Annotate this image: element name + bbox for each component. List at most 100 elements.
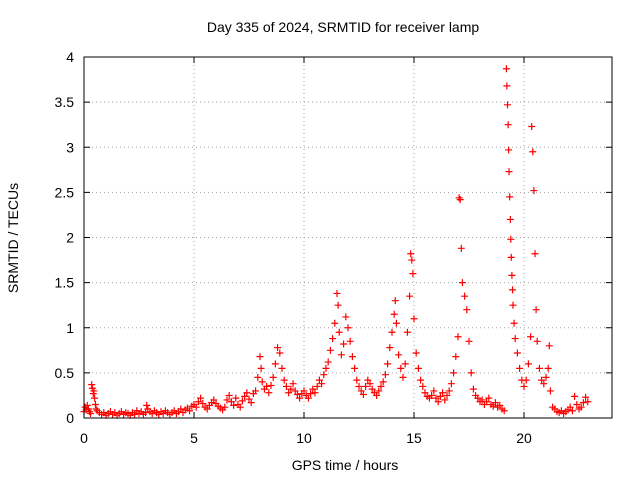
data-point <box>529 148 537 156</box>
data-point <box>300 387 308 395</box>
data-point <box>203 405 211 413</box>
x-tick-label: 20 <box>516 430 532 446</box>
y-tick-label: 4 <box>66 49 74 65</box>
data-point <box>432 394 440 402</box>
data-point <box>505 168 513 176</box>
y-tick-label: 3.5 <box>55 94 75 110</box>
data-point <box>276 349 284 357</box>
data-point <box>269 373 277 381</box>
data-point <box>340 340 348 348</box>
data-point <box>381 371 389 379</box>
data-point <box>289 380 297 388</box>
x-tick-label: 15 <box>406 430 422 446</box>
data-point <box>351 364 359 372</box>
data-point <box>582 393 590 401</box>
data-point <box>265 389 273 397</box>
data-point <box>355 382 363 390</box>
y-tick-label: 0.5 <box>55 365 75 381</box>
data-point <box>326 346 334 354</box>
data-point <box>399 373 407 381</box>
data-point <box>322 364 330 372</box>
data-point <box>366 380 374 388</box>
data-point <box>544 364 552 372</box>
data-point <box>390 310 398 318</box>
data-point <box>334 301 342 309</box>
data-point <box>318 380 326 388</box>
data-point <box>506 193 514 201</box>
data-point <box>441 396 449 404</box>
data-point <box>474 394 482 402</box>
data-point <box>83 401 91 409</box>
data-point <box>91 400 99 408</box>
data-point <box>257 364 265 372</box>
data-point <box>577 403 585 411</box>
data-point <box>439 389 447 397</box>
data-point <box>571 392 579 400</box>
data-point <box>243 389 251 397</box>
data-point <box>337 351 345 359</box>
data-point <box>454 333 462 341</box>
y-tick-label: 1.5 <box>55 275 75 291</box>
data-point <box>467 369 475 377</box>
data-point <box>504 121 512 129</box>
data-point <box>511 335 519 343</box>
data-point <box>545 342 553 350</box>
data-point <box>458 279 466 287</box>
data-point <box>507 235 515 243</box>
data-point <box>450 369 458 377</box>
data-point <box>434 398 442 406</box>
data-point <box>584 398 592 406</box>
data-point <box>447 380 455 388</box>
grid-layer <box>84 57 612 418</box>
data-point <box>223 396 231 404</box>
data-point <box>535 364 543 372</box>
data-point <box>278 364 286 372</box>
data-point <box>304 394 312 402</box>
data-point <box>254 373 262 381</box>
data-point <box>409 270 417 278</box>
data-point <box>353 376 361 384</box>
data-point <box>531 250 539 258</box>
data-point <box>504 101 511 109</box>
data-point <box>375 387 383 395</box>
data-point <box>489 402 497 410</box>
tick-labels: 0 5 10 15 20 0 0.5 1 1.5 2 2.5 3 3.5 4 <box>55 49 532 446</box>
data-point <box>465 337 473 345</box>
data-point <box>90 387 98 395</box>
data-point <box>412 349 420 357</box>
data-point <box>263 382 271 390</box>
data-point <box>443 391 451 399</box>
data-point <box>241 392 249 400</box>
data-point <box>143 401 151 409</box>
data-point <box>414 364 422 372</box>
data-point <box>293 391 301 399</box>
data-point <box>362 382 370 390</box>
data-point <box>522 376 530 384</box>
data-point <box>364 376 372 384</box>
data-point <box>505 146 513 154</box>
data-point <box>368 385 376 393</box>
data-point <box>177 405 185 413</box>
data-point <box>457 244 465 252</box>
data-point <box>386 344 394 352</box>
data-point <box>419 382 427 390</box>
data-point <box>335 328 343 336</box>
data-point <box>530 187 538 195</box>
data-point <box>445 387 453 395</box>
data-point <box>579 399 587 407</box>
data-point <box>199 400 207 408</box>
data-point <box>500 407 508 415</box>
data-point <box>91 394 99 402</box>
data-point <box>392 319 400 327</box>
data-point <box>463 306 471 314</box>
data-point <box>342 313 350 321</box>
data-point <box>533 337 541 345</box>
data-point <box>280 376 288 384</box>
data-point <box>87 409 95 417</box>
data-point <box>573 400 581 408</box>
data-point <box>417 376 425 384</box>
data-point <box>92 405 100 413</box>
data-point <box>315 376 323 384</box>
data-point <box>395 351 403 359</box>
